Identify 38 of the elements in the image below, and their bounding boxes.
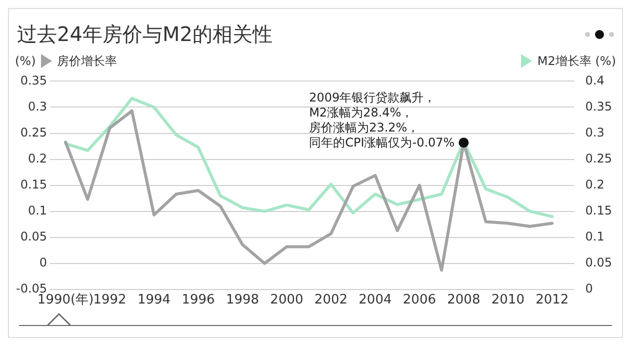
annotation: 房价涨幅为23.2%， bbox=[309, 120, 420, 135]
x-tick-label: 2010 bbox=[491, 292, 524, 308]
annotation: 同年的CPI涨幅仅为-0.07% bbox=[309, 136, 455, 150]
y-tick-label: 0.3 bbox=[28, 99, 48, 114]
x-tick-label: 2012 bbox=[536, 292, 569, 308]
y2-tick-label: 0.1 bbox=[585, 229, 604, 244]
y2-axis-title: (%) bbox=[595, 54, 616, 68]
x-tick-label: 2008 bbox=[447, 292, 480, 308]
y2-tick-label: 0.3 bbox=[585, 125, 604, 140]
chart-title: 过去24年房价与M2的相关性 bbox=[17, 20, 272, 48]
x-tick-label: 2002 bbox=[314, 292, 348, 308]
x-tick-label: 1996 bbox=[182, 292, 215, 308]
annotation: M2涨幅为28.4%， bbox=[309, 106, 414, 120]
x-tick-label: 2000 bbox=[270, 292, 304, 308]
y-tick-label: 0.1 bbox=[28, 203, 48, 218]
annotation: 2009年银行贷款飙升， bbox=[309, 90, 436, 105]
y2-tick-label: 0.2 bbox=[585, 177, 604, 192]
x-tick-label: 1990(年) bbox=[37, 292, 94, 308]
y-tick-label: 0.05 bbox=[20, 229, 48, 244]
y2-tick-label: 0.05 bbox=[585, 256, 612, 270]
x-tick-label: 2004 bbox=[358, 292, 392, 308]
x-tick-label: 1994 bbox=[137, 292, 171, 308]
y-tick-label: 0.35 bbox=[20, 73, 48, 88]
y-tick-label: 0.25 bbox=[20, 125, 48, 140]
x-tick-label: 1998 bbox=[226, 292, 260, 308]
y-tick-label: 0.15 bbox=[20, 177, 48, 192]
y2-tick-label: 0 bbox=[585, 282, 593, 296]
y-tick-label: 0 bbox=[39, 256, 48, 270]
legend-label: 房价增长率 bbox=[56, 54, 117, 68]
x-tick-label: 1992 bbox=[93, 292, 126, 308]
y2-tick-label: 0.35 bbox=[585, 99, 612, 114]
y-axis-title: (%) bbox=[15, 54, 36, 68]
y2-tick-label: 0.4 bbox=[585, 73, 604, 88]
y2-tick-label: 0.15 bbox=[585, 203, 612, 218]
y-tick-label: 0.2 bbox=[28, 151, 48, 166]
y2-tick-label: 0.25 bbox=[585, 151, 612, 166]
x-tick-label: 2006 bbox=[402, 292, 436, 308]
legend-label: M2增长率 bbox=[537, 54, 592, 68]
